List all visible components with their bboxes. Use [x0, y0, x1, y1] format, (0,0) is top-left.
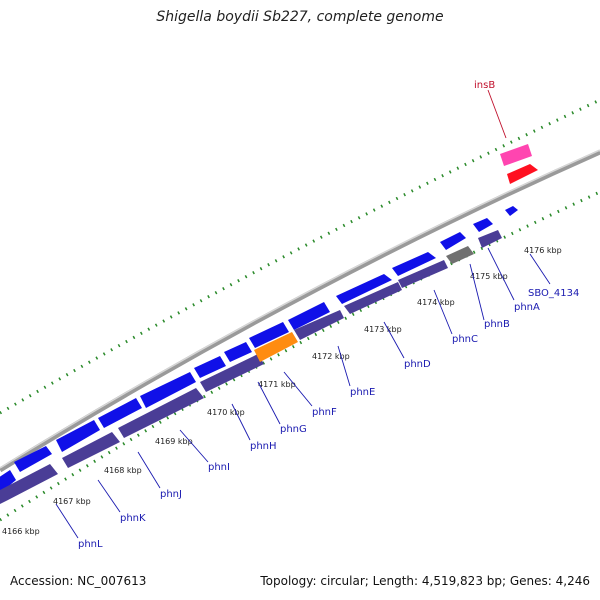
- gene-arrow: [56, 420, 100, 452]
- insertion-leader-line: [487, 89, 507, 139]
- gene-arrow: [224, 342, 252, 362]
- genome-backbone: [0, 149, 600, 473]
- outer-tick-track: [0, 98, 600, 415]
- gene-leader-lines: [55, 247, 551, 539]
- gene-arrow: [505, 206, 518, 216]
- gene-label: phnB: [484, 319, 510, 330]
- gene-label: phnD: [404, 359, 431, 370]
- kbp-label: 4167 kbp: [53, 497, 91, 506]
- gene-arrow: [62, 432, 120, 468]
- gene-label: phnF: [312, 407, 337, 418]
- kbp-label: 4175 kbp: [470, 272, 508, 281]
- kbp-label: 4176 kbp: [524, 246, 562, 255]
- gene-arrow: [194, 356, 226, 378]
- gene-label: phnL: [78, 539, 103, 550]
- gene-arrow: [0, 464, 58, 504]
- kbp-label: 4168 kbp: [104, 466, 142, 475]
- gene-arrow: [392, 252, 436, 276]
- gene-arrow: [288, 302, 330, 330]
- kbp-label: 4171 kbp: [258, 380, 296, 389]
- gene-arrow: [200, 354, 264, 392]
- gene-arrow: [0, 470, 16, 492]
- kbp-label: 4170 kbp: [207, 408, 245, 417]
- gene-label: phnK: [120, 513, 146, 524]
- gene-label: phnJ: [160, 489, 182, 500]
- highlighted-gene: [254, 332, 298, 362]
- inner-tick-track: [0, 190, 600, 522]
- insertion-label: insB: [474, 80, 495, 91]
- reverse-strand-genes: [0, 230, 502, 504]
- kbp-label: 4166 kbp: [2, 527, 40, 536]
- insertion-element: [507, 164, 538, 184]
- gene-arrow: [398, 260, 448, 288]
- gene-arrow: [98, 398, 142, 428]
- gene-arrow: [344, 282, 402, 314]
- gene-label: phnG: [280, 424, 307, 435]
- pseudo-gene: [446, 246, 474, 264]
- kbp-label: 4172 kbp: [312, 352, 350, 361]
- accession-text: Accession: NC_007613: [10, 574, 147, 588]
- gene-label: phnE: [350, 387, 375, 398]
- gene-label: SBO_4134: [528, 288, 579, 299]
- kbp-label: 4169 kbp: [155, 437, 193, 446]
- map-title: Shigella boydii Sb227, complete genome: [156, 9, 444, 25]
- gene-arrow: [478, 230, 502, 248]
- insertion-element-top: [500, 144, 532, 166]
- gene-label: phnH: [250, 441, 277, 452]
- gene-label: phnI: [208, 462, 230, 473]
- gene-arrow: [440, 232, 466, 250]
- kbp-label: 4173 kbp: [364, 325, 402, 334]
- gene-arrow: [473, 218, 493, 232]
- gene-arrow: [294, 310, 344, 340]
- gene-label: phnA: [514, 302, 540, 313]
- genome-summary: Topology: circular; Length: 4,519,823 bp…: [260, 574, 590, 588]
- gene-arrow: [14, 446, 52, 472]
- forward-strand-genes: [0, 206, 518, 492]
- gene-label: phnC: [452, 334, 478, 345]
- gene-arrow: [249, 322, 289, 348]
- gene-arrow: [336, 274, 392, 304]
- kbp-label: 4174 kbp: [417, 298, 455, 307]
- gene-arrow: [118, 388, 204, 438]
- gene-arrow: [140, 372, 196, 408]
